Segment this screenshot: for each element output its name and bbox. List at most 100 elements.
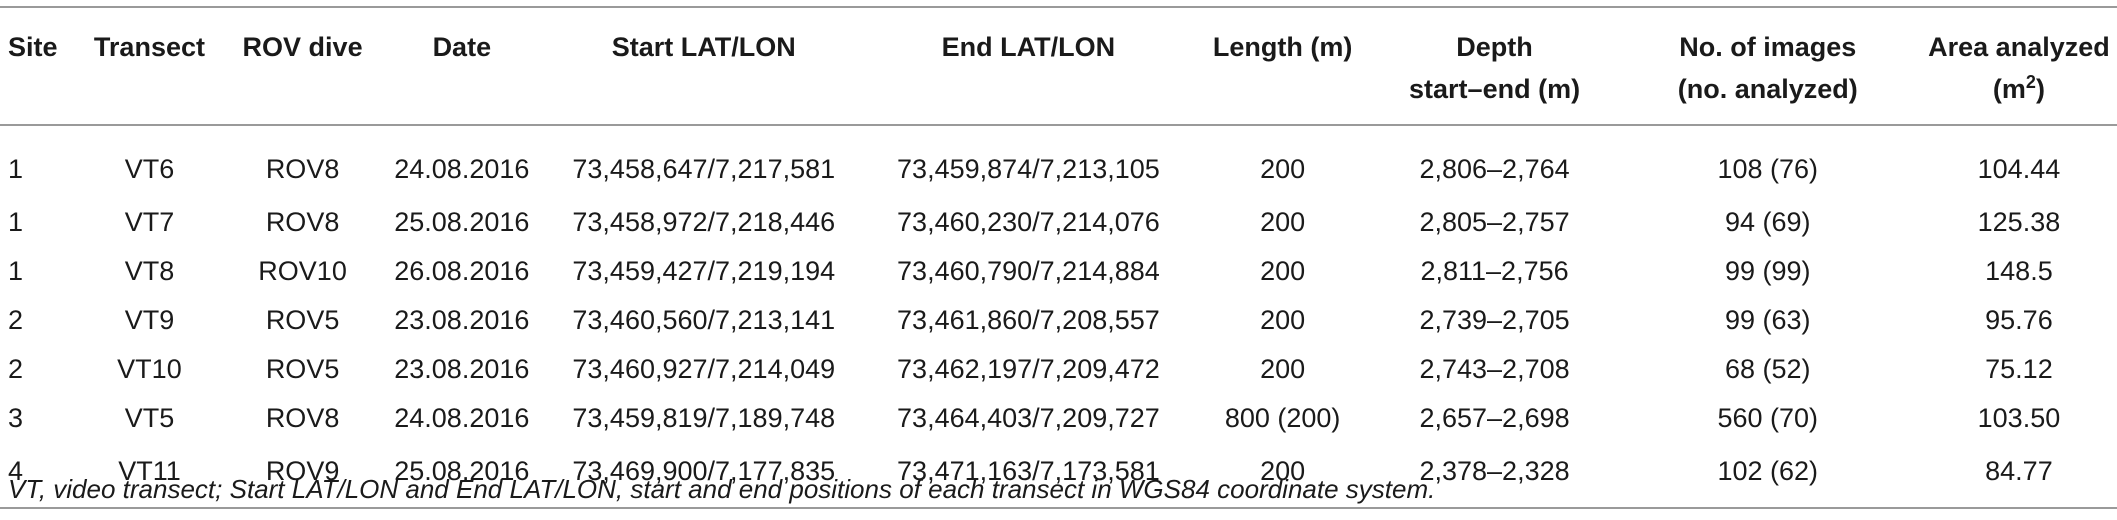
header-rov-dive: ROV dive [222,6,383,126]
cell-start-latlon: 73,458,647/7,217,581 [572,153,836,184]
cell-start-latlon: 73,459,427/7,219,194 [572,256,836,286]
header-row: Site Transect ROV dive Date Start LAT/LO… [0,6,2117,126]
header-start-latlon: Start LAT/LON [541,6,867,126]
cell-date: 26.08.2016 [394,256,530,286]
header-site: Site [0,6,76,126]
cell-images: 102 (62) [1614,443,1921,509]
cell-length: 800 (200) [1224,403,1341,433]
cell-transect: VT6 [124,153,175,184]
cell-area: 84.77 [1920,443,2117,509]
cell-site: 4 [0,443,76,509]
transect-table: Site Transect ROV dive Date Start LAT/LO… [0,6,2117,509]
table-row: 1 VT7 ROV8 25.08.2016 73,458,972/7,218,4… [0,198,2117,247]
cell-depth: 2,739–2,705 [1419,305,1570,335]
table-row: 4 VT11 ROV9 25.08.2016 73,469,900/7,177,… [0,443,2117,509]
cell-start-latlon: 73,459,819/7,189,748 [572,403,836,433]
cell-rov-dive: ROV8 [265,153,340,184]
table-footnote: VT, video transect; Start LAT/LON and En… [8,474,1436,504]
cell-depth: 2,811–2,756 [1420,256,1569,286]
cell-images: 68 (52) [1724,354,1811,384]
cell-transect: VT11 [75,443,223,509]
cell-length: 200 [1260,256,1306,286]
cell-depth: 2,378–2,328 [1374,443,1615,509]
cell-area: 75.12 [1985,354,2053,384]
cell-site: 1 [8,153,24,184]
cell-area: 103.50 [1977,403,2061,433]
cell-length: 200 [1260,354,1306,384]
header-depth: Depth start–end (m) [1374,6,1615,126]
header-images: No. of images (no. analyzed) [1614,6,1921,126]
cell-site: 1 [8,207,24,237]
cell-rov-dive: ROV9 [222,443,383,509]
header-area-line2: (m2) [1927,68,2111,110]
table-row: 3 VT5 ROV8 24.08.2016 73,459,819/7,189,7… [0,394,2117,443]
cell-date: 25.08.2016 [394,207,530,237]
table-row: 1 VT6 ROV8 24.08.2016 73,458,647/7,217,5… [0,125,2117,198]
header-area-unit-post: ) [2035,74,2045,104]
cell-rov-dive: ROV8 [265,207,340,237]
cell-transect: VT10 [117,354,182,384]
header-area: Area analyzed (m2) [1920,6,2117,126]
cell-area: 104.44 [1977,153,2061,184]
header-transect: Transect [75,6,223,126]
header-images-line2: (no. analyzed) [1677,74,1858,104]
cell-images: 94 (69) [1724,207,1811,237]
header-end-latlon: End LAT/LON [866,6,1191,126]
cell-start-latlon: 73,458,972/7,218,446 [572,207,836,237]
cell-start-latlon: 73,460,927/7,214,049 [572,354,836,384]
cell-site: 1 [8,256,24,286]
cell-end-latlon: 73,460,790/7,214,884 [897,256,1160,286]
cell-date: 23.08.2016 [394,354,530,384]
cell-rov-dive: ROV10 [258,256,347,286]
cell-images: 560 (70) [1717,403,1819,433]
header-depth-line2: start–end (m) [1409,74,1581,104]
cell-site: 3 [8,403,24,433]
cell-end-latlon: 73,464,403/7,209,727 [897,403,1160,433]
cell-transect: VT8 [124,256,175,286]
header-area-unit-sup: 2 [2025,72,2036,92]
cell-area: 148.5 [1985,256,2053,286]
header-images-line1: No. of images [1679,32,1857,62]
cell-start-latlon: 73,469,900/7,177,835 [541,443,867,509]
cell-length: 200 [1260,153,1306,184]
cell-date: 24.08.2016 [394,403,530,433]
cell-date: 25.08.2016 [382,443,542,509]
table-row: 1 VT8 ROV10 26.08.2016 73,459,427/7,219,… [0,247,2117,296]
cell-depth: 2,806–2,764 [1419,153,1570,184]
cell-transect: VT7 [124,207,175,237]
table-row: 2 VT9 ROV5 23.08.2016 73,460,560/7,213,1… [0,296,2117,345]
cell-area: 95.76 [1985,305,2053,335]
cell-length: 200 [1260,207,1306,237]
cell-rov-dive: ROV8 [265,403,340,433]
cell-site: 2 [8,354,24,384]
header-area-line1: Area analyzed [1928,32,2110,62]
cell-images: 99 (99) [1724,256,1811,286]
cell-length: 200 [1260,305,1306,335]
cell-end-latlon: 73,471,163/7,173,581 [866,443,1191,509]
cell-start-latlon: 73,460,560/7,213,141 [572,305,836,335]
cell-end-latlon: 73,460,230/7,214,076 [897,207,1160,237]
cell-depth: 2,657–2,698 [1419,403,1570,433]
cell-length: 200 [1190,443,1375,509]
cell-date: 24.08.2016 [394,153,530,184]
cell-end-latlon: 73,459,874/7,213,105 [897,153,1160,184]
header-length: Length (m) [1190,6,1375,126]
cell-rov-dive: ROV5 [265,354,340,384]
header-depth-line1: Depth [1456,32,1533,62]
cell-site: 2 [8,305,24,335]
cell-transect: VT5 [124,403,175,433]
cell-end-latlon: 73,461,860/7,208,557 [897,305,1160,335]
cell-end-latlon: 73,462,197/7,209,472 [897,354,1160,384]
cell-depth: 2,805–2,757 [1419,207,1570,237]
cell-date: 23.08.2016 [394,305,530,335]
cell-area: 125.38 [1977,207,2061,237]
cell-transect: VT9 [124,305,175,335]
cell-rov-dive: ROV5 [265,305,340,335]
cell-depth: 2,743–2,708 [1419,354,1570,384]
cell-images: 108 (76) [1717,153,1819,184]
header-date: Date [382,6,542,126]
cell-images: 99 (63) [1724,305,1811,335]
table-row: 2 VT10 ROV5 23.08.2016 73,460,927/7,214,… [0,345,2117,394]
header-area-unit-pre: (m [1992,74,2026,104]
